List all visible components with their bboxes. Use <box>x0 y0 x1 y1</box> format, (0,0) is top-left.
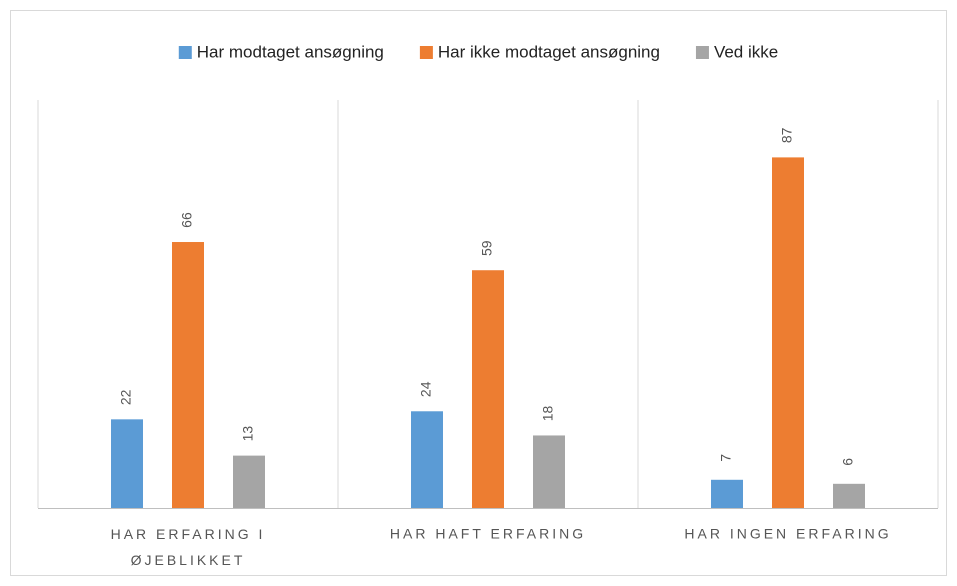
legend-swatch <box>695 46 709 59</box>
value-label: 24 <box>418 381 434 397</box>
value-label: 13 <box>240 426 256 442</box>
value-label: 59 <box>479 240 495 256</box>
value-label: 18 <box>540 405 556 421</box>
legend-item: Har ikke modtaget ansøgning <box>419 42 660 61</box>
bar <box>472 270 504 508</box>
legend-label: Har modtaget ansøgning <box>197 42 384 61</box>
legend-swatch <box>178 46 192 59</box>
legend-item: Har modtaget ansøgning <box>178 42 384 61</box>
legend-swatch <box>419 46 433 59</box>
bar <box>711 479 743 508</box>
x-tick-label: HAR ERFARING I ØJEBLIKKET <box>111 526 266 568</box>
value-label: 87 <box>779 127 795 143</box>
legend: Har modtaget ansøgning Har ikke modtaget … <box>178 42 778 61</box>
bar <box>111 419 143 508</box>
bar <box>233 455 265 508</box>
value-label: 7 <box>718 454 734 462</box>
bar <box>772 157 804 508</box>
value-label: 22 <box>118 389 134 405</box>
legend-label: Ved ikke <box>714 42 778 61</box>
value-label: 6 <box>840 458 856 466</box>
x-tick-label: HAR INGEN ERFARING <box>684 526 891 542</box>
bar <box>411 411 443 508</box>
legend-item: Ved ikke <box>695 42 778 61</box>
legend-label: Har ikke modtaget ansøgning <box>438 42 660 61</box>
value-label: 66 <box>179 212 195 228</box>
bar <box>533 435 565 508</box>
bar <box>172 242 204 508</box>
bar <box>833 483 865 508</box>
x-tick-label: HAR HAFT ERFARING <box>390 526 586 542</box>
